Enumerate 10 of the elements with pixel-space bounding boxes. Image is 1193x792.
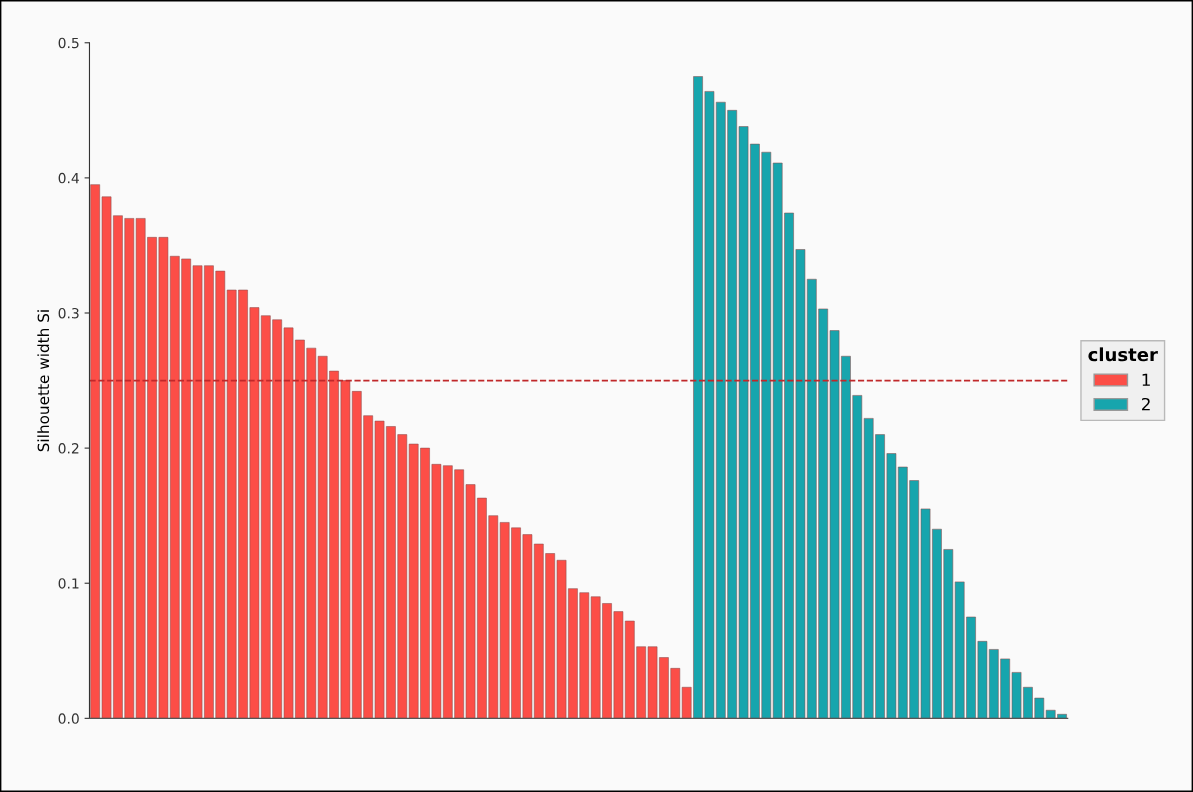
y-tick-label: 0.0: [58, 713, 79, 724]
y-tick-label: 0.5: [58, 37, 79, 49]
y-axis-title: Silhouette width Si: [37, 310, 50, 452]
y-tick-label: 0.2: [58, 443, 79, 454]
y-tick-label: 0.1: [58, 578, 79, 589]
y-tick-label: 0.4: [58, 172, 79, 184]
legend-label: 1: [1142, 373, 1150, 386]
legend-title: cluster: [1088, 347, 1158, 362]
legend-label: 2: [1142, 397, 1150, 411]
y-tick-label: 0.3: [58, 307, 79, 319]
